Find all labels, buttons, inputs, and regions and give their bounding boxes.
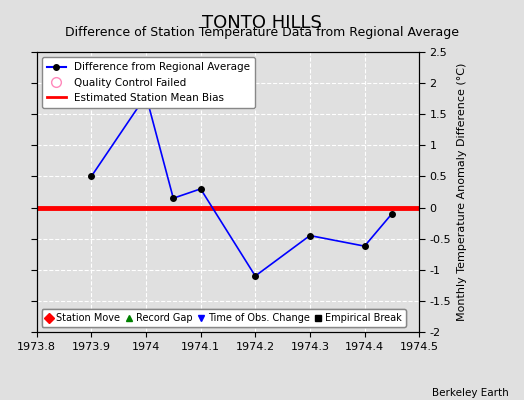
Y-axis label: Monthly Temperature Anomaly Difference (°C): Monthly Temperature Anomaly Difference (… (457, 63, 467, 321)
Text: Difference of Station Temperature Data from Regional Average: Difference of Station Temperature Data f… (65, 26, 459, 39)
Legend: Station Move, Record Gap, Time of Obs. Change, Empirical Break: Station Move, Record Gap, Time of Obs. C… (41, 309, 406, 327)
Text: Berkeley Earth: Berkeley Earth (432, 388, 508, 398)
Text: TONTO HILLS: TONTO HILLS (202, 14, 322, 32)
